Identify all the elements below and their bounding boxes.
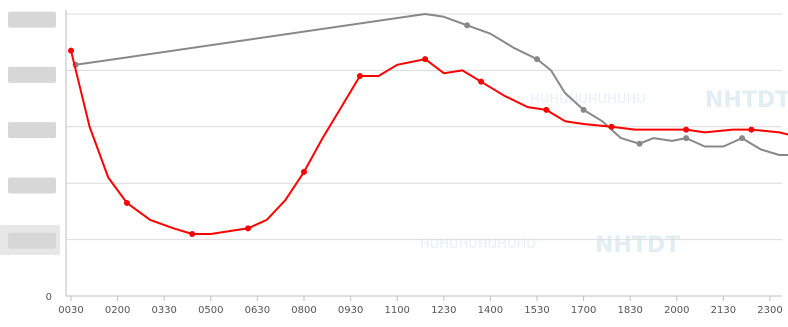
y-axis-blurred-labels xyxy=(0,11,60,255)
data-point xyxy=(245,225,252,232)
x-axis-ticks: 0030 0200 0330 0500 0630 0800 0930 1100 1230 1400… xyxy=(58,296,783,316)
data-point xyxy=(748,126,755,133)
watermark-logo: NHTDT xyxy=(705,88,788,113)
x-tick-label: 0630 xyxy=(245,305,270,316)
y-label-blurred xyxy=(8,122,56,139)
x-tick-label: 0330 xyxy=(151,305,176,316)
y-tick-label: 0 xyxy=(46,292,52,303)
series-lines xyxy=(68,13,788,237)
x-tick-label: 1100 xyxy=(384,305,409,316)
y-label-blurred xyxy=(8,66,56,83)
y-label-blurred xyxy=(8,11,56,28)
data-point xyxy=(739,135,746,142)
x-tick-label: 2300 xyxy=(757,305,782,316)
data-point xyxy=(580,106,587,113)
x-tick-label: 1400 xyxy=(478,305,503,316)
series-line-2 xyxy=(70,50,788,235)
x-tick-label: 1530 xyxy=(524,305,549,316)
data-point xyxy=(608,123,615,130)
x-tick-label: 2000 xyxy=(664,305,689,316)
x-tick-label: 2130 xyxy=(711,305,736,316)
watermark-text: HUHUHUHUHUHU xyxy=(530,92,646,107)
data-point xyxy=(301,168,307,175)
x-tick-label: 1700 xyxy=(571,305,596,316)
data-point xyxy=(683,135,690,142)
data-point xyxy=(636,140,643,147)
x-tick-label: 0200 xyxy=(105,305,130,316)
data-point xyxy=(68,47,74,54)
watermark: HUHUHUHUHUHU NHTDT HUHUHUHUHUHU NHTDT xyxy=(420,88,788,258)
x-tick-label: 0800 xyxy=(291,305,316,316)
watermark-text: HUHUHUHUHUHU xyxy=(420,237,536,252)
series-line-1 xyxy=(75,13,788,156)
y-axis-ticks: 0 xyxy=(46,292,52,303)
watermark-logo: NHTDT xyxy=(595,233,680,258)
y-label-blurred xyxy=(8,177,56,194)
y-label-blurred xyxy=(0,225,60,255)
axes xyxy=(65,10,782,297)
data-point xyxy=(478,78,485,85)
x-tick-label: 1230 xyxy=(431,305,456,316)
data-point xyxy=(123,199,130,206)
data-point xyxy=(683,126,690,133)
data-point xyxy=(543,106,550,113)
x-tick-label: 0930 xyxy=(338,305,363,316)
data-point xyxy=(189,230,196,237)
data-point xyxy=(422,56,429,63)
x-tick-label: 0500 xyxy=(198,305,223,316)
x-tick-label: 0030 xyxy=(58,305,83,316)
data-point xyxy=(356,73,363,80)
data-point xyxy=(464,22,471,29)
x-tick-label: 1830 xyxy=(617,305,642,316)
data-point xyxy=(534,56,540,63)
